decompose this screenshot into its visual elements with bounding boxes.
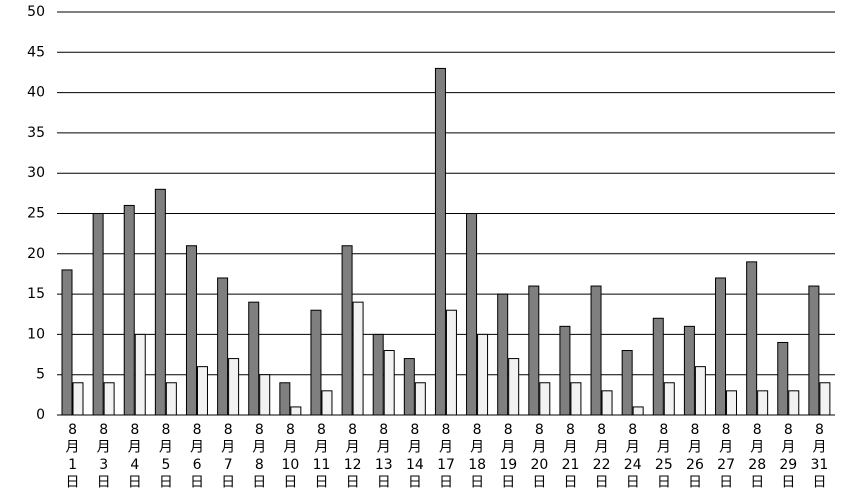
bar [248,301,260,416]
bar [352,301,364,416]
x-tick-label: 8 月 31 日 [811,422,829,491]
bar [570,382,582,416]
x-tick-label: 8 月 26 日 [686,422,704,491]
y-tick-label: 0 [36,407,45,423]
x-tick-label: 8 月 24 日 [624,422,642,491]
x-tick-label: 8 月 21 日 [562,422,580,491]
bar [663,382,675,416]
bar [621,350,633,416]
bar [632,406,644,416]
bar [601,390,613,416]
x-tick-label: 8 月 18 日 [468,422,486,491]
bar [290,406,302,416]
bar [715,277,727,416]
bar [683,325,695,416]
bar [694,366,706,416]
x-tick-label: 8 月 17 日 [437,422,455,491]
bar [746,261,758,416]
bar [310,309,322,416]
bar [539,382,551,416]
y-tick-label: 5 [36,367,45,383]
bar [154,188,166,416]
bar [217,277,229,416]
bar [185,245,197,416]
bar [528,285,540,416]
y-tick-label: 50 [27,4,45,20]
bar [652,317,664,416]
bar [414,382,426,416]
x-tick-label: 8 月 25 日 [655,422,673,491]
y-tick-label: 35 [27,125,45,141]
bar [466,213,478,416]
bar [757,390,769,416]
x-tick-label: 8 月 14 日 [406,422,424,491]
bar [372,333,384,416]
bar [788,390,800,416]
bar [590,285,602,416]
bar [819,382,831,416]
y-tick-label: 25 [27,206,45,222]
bar [259,374,271,416]
y-tick-label: 15 [27,286,45,302]
bar [559,325,571,416]
y-tick-label: 30 [27,165,45,181]
bar [92,213,104,416]
bar [726,390,738,416]
x-tick-label: 8 月 22 日 [593,422,611,491]
bar [103,382,115,416]
bar [434,67,446,416]
x-tick-label: 8 月 10 日 [281,422,299,491]
bar [808,285,820,416]
y-tick-label: 40 [27,85,45,101]
x-tick-label: 8 月 11 日 [313,422,331,491]
bar [321,390,333,416]
x-tick-label: 8 月 20 日 [530,422,548,491]
bar [445,309,457,416]
bar [123,204,135,416]
bar [228,358,240,416]
bar [403,358,415,416]
bar [341,245,353,416]
bar [477,333,489,416]
x-tick-label: 8 月 29 日 [779,422,797,491]
x-tick-label: 8 月 28 日 [748,422,766,491]
bar [279,382,291,416]
y-tick-label: 20 [27,246,45,262]
bar [497,293,509,416]
bar [383,350,395,416]
y-tick-label: 10 [27,326,45,342]
bar [196,366,208,416]
x-tick-label: 8 月 19 日 [499,422,517,491]
bar [72,382,84,416]
y-tick-label: 45 [27,44,45,60]
bar [134,333,146,416]
bar [777,341,789,416]
bar [61,269,73,416]
x-tick-label: 8 月 27 日 [717,422,735,491]
bar [508,358,520,416]
x-tick-label: 8 月 12 日 [344,422,362,491]
bar [165,382,177,416]
x-tick-label: 8 月 13 日 [375,422,393,491]
